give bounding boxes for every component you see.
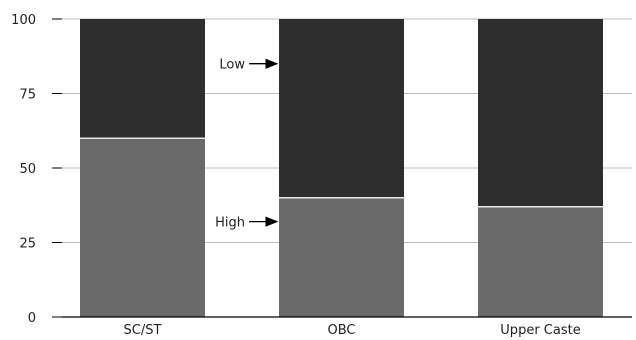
annotation-low-label: Low bbox=[219, 58, 245, 73]
y-tick-label-4: 100 bbox=[11, 13, 36, 28]
x-tick-label-2: Upper Caste bbox=[500, 323, 580, 338]
bar-low-1 bbox=[279, 19, 404, 198]
bar-high-0 bbox=[80, 138, 205, 317]
y-tick-label-3: 75 bbox=[19, 88, 36, 103]
annotations: Low High bbox=[215, 58, 279, 231]
bar-low-0 bbox=[80, 19, 205, 139]
x-tick-label-1: OBC bbox=[328, 323, 356, 338]
bar-high-1 bbox=[279, 197, 404, 317]
bar-high-2 bbox=[478, 206, 603, 317]
bar-low-2 bbox=[478, 19, 603, 207]
bars bbox=[80, 19, 603, 317]
x-axis-labels: SC/ST OBC Upper Caste bbox=[124, 323, 581, 338]
y-axis-ticks: 0 25 50 75 100 bbox=[11, 13, 62, 326]
y-tick-label-2: 50 bbox=[19, 162, 36, 177]
y-tick-label-0: 0 bbox=[28, 311, 36, 326]
annotation-high-label: High bbox=[215, 216, 245, 231]
y-tick-label-1: 25 bbox=[19, 237, 36, 252]
x-tick-label-0: SC/ST bbox=[124, 323, 162, 338]
